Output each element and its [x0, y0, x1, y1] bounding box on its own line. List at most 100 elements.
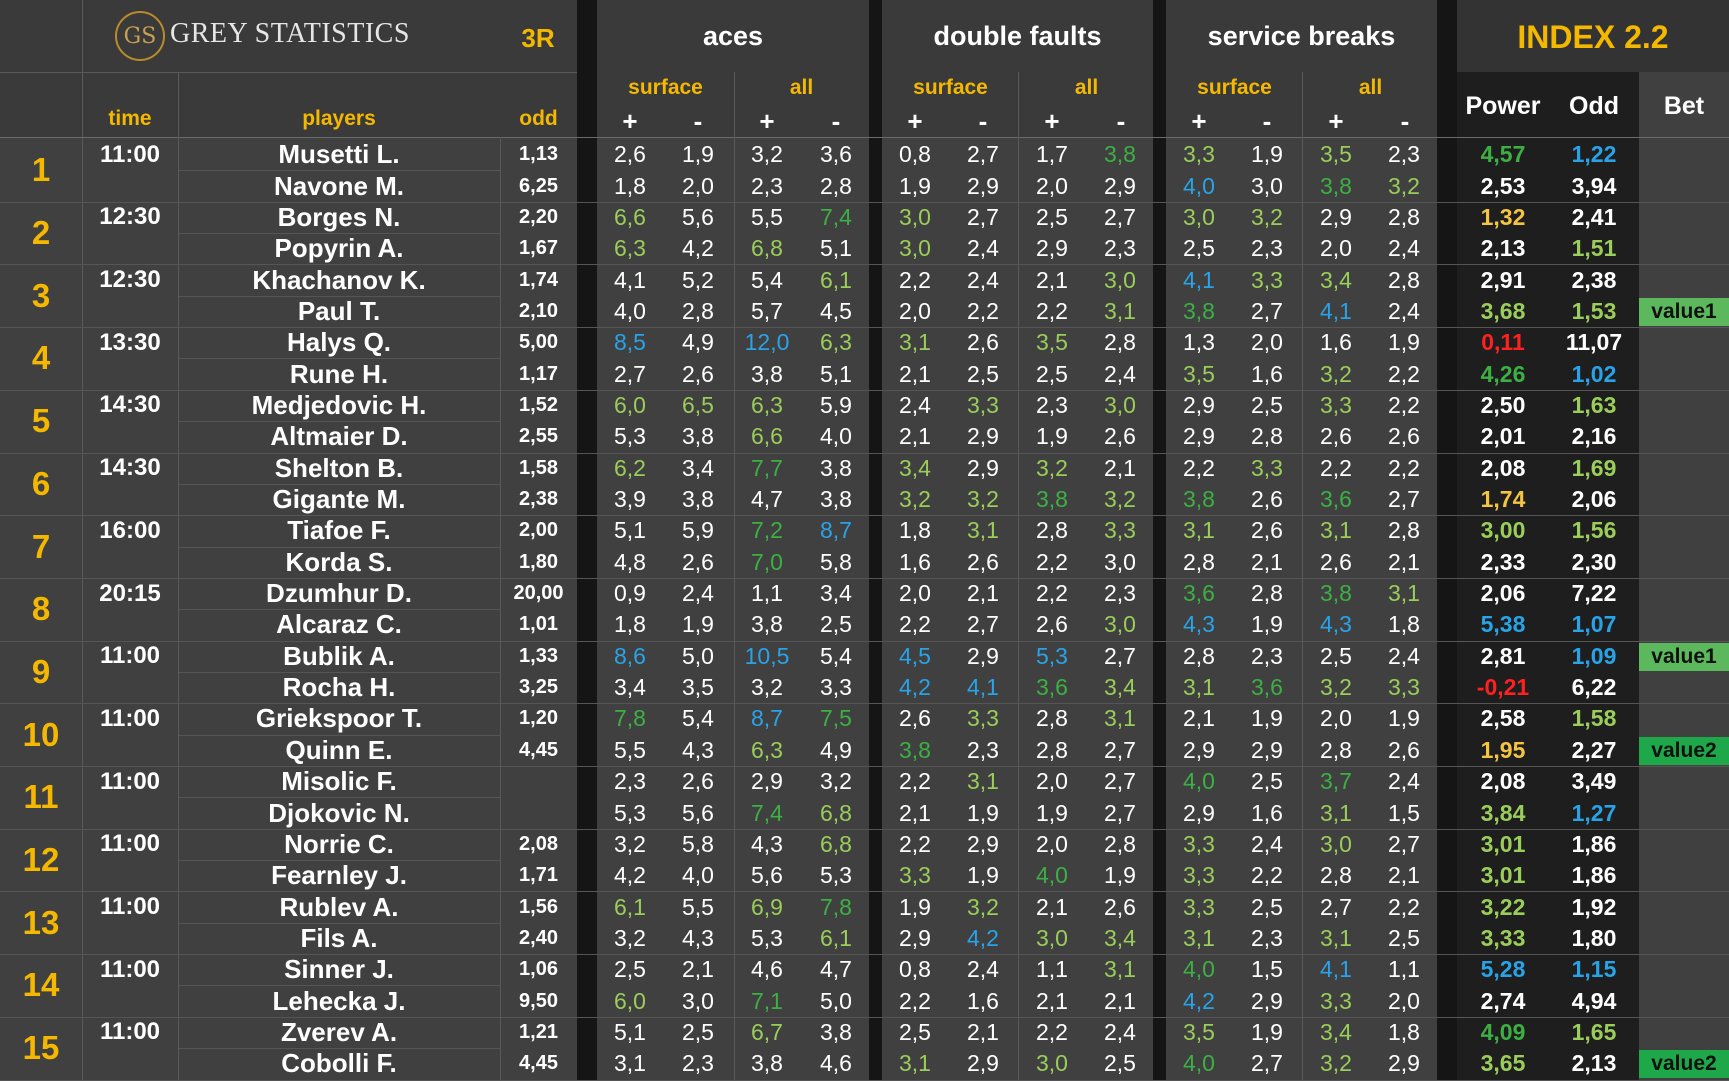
sb-stat-value: 3,4 — [1320, 1018, 1352, 1045]
df-stat-value: 2,9 — [967, 642, 999, 669]
index-title-bg — [1457, 0, 1729, 72]
df-stat-value: 2,4 — [967, 956, 999, 983]
player-name: Alcaraz C. — [276, 609, 402, 640]
sb-stat-value: 2,6 — [1388, 423, 1420, 450]
player-odd: 2,00 — [519, 519, 558, 542]
aces-stat-value: 8,7 — [820, 517, 852, 544]
player-odd: 1,33 — [519, 644, 558, 667]
sb-stat-value: 1,9 — [1251, 611, 1283, 638]
match-number: 3 — [31, 276, 51, 314]
aces-stat-value: 3,3 — [820, 674, 852, 701]
df-stat-value: 1,8 — [899, 517, 931, 544]
aces-stat-value: 4,8 — [614, 548, 646, 575]
sb-stat-value: 2,7 — [1388, 830, 1420, 857]
power-panel — [1457, 72, 1549, 1080]
df-stat-value: 2,2 — [899, 611, 931, 638]
sb-stat-value: 2,2 — [1388, 391, 1420, 418]
index-odd-value: 2,38 — [1571, 266, 1617, 293]
sb-stat-value: 3,5 — [1320, 141, 1352, 168]
aces-stat-value: 5,3 — [614, 423, 646, 450]
match-time: 12:30 — [99, 266, 161, 294]
df-stat-value: 2,6 — [899, 705, 931, 732]
player-name: Navone M. — [273, 170, 405, 201]
df-stat-value: 2,7 — [967, 203, 999, 230]
col-players-header: players — [302, 107, 376, 130]
aces-stat-value: 2,7 — [614, 360, 646, 387]
player-name: Djokovic N. — [268, 797, 410, 828]
match-time: 13:30 — [99, 328, 161, 356]
player-odd: 6,25 — [519, 174, 558, 197]
df-stat-value: 2,8 — [1036, 517, 1068, 544]
player-name: Cobolli F. — [281, 1048, 397, 1079]
sb-stat-value: 2,7 — [1388, 486, 1420, 513]
sb-stat-value: 2,8 — [1251, 580, 1283, 607]
player-name: Quinn E. — [285, 734, 393, 765]
sb-stat-value: 2,5 — [1183, 235, 1215, 262]
sb-stat-value: 2,4 — [1388, 297, 1420, 324]
match-divider — [0, 264, 1729, 266]
match-divider — [0, 201, 1729, 203]
df-panel — [882, 137, 1153, 1080]
df-stat-value: 2,2 — [1036, 297, 1068, 324]
aces-stat-value: 4,0 — [614, 297, 646, 324]
sb-stat-value: 3,2 — [1388, 172, 1420, 199]
df-stat-value: 2,2 — [1036, 548, 1068, 575]
gutter — [869, 0, 882, 1080]
player-name: Popyrin A. — [274, 233, 404, 264]
sb-stat-value: 2,8 — [1388, 203, 1420, 230]
power-value: 3,68 — [1480, 297, 1526, 324]
player-odd: 1,71 — [519, 864, 558, 887]
player-odd: 2,55 — [519, 425, 558, 448]
power-value: 2,06 — [1480, 580, 1526, 607]
sb-stat-value: 2,8 — [1251, 423, 1283, 450]
df-stat-value: 3,0 — [899, 235, 931, 262]
col-time-header: time — [108, 107, 152, 130]
player-name: Dzumhur D. — [266, 578, 412, 609]
player-name: Zverev A. — [280, 1016, 398, 1047]
df-stat-value: 2,9 — [967, 172, 999, 199]
sb-stat-value: 2,2 — [1388, 360, 1420, 387]
power-value: 2,01 — [1480, 423, 1526, 450]
sb-stat-value: 2,1 — [1388, 862, 1420, 889]
sb-stat-value: 2,5 — [1251, 893, 1283, 920]
sb-stat-value: 3,1 — [1183, 674, 1215, 701]
match-time: 11:00 — [99, 955, 161, 983]
sb-stat-value: 2,7 — [1251, 1050, 1283, 1077]
sb-stat-value: 2,3 — [1388, 141, 1420, 168]
sb-stat-value: 4,0 — [1183, 768, 1215, 795]
index-odd-value: 2,06 — [1571, 486, 1617, 513]
player-odd — [500, 797, 577, 828]
player-divider — [178, 734, 500, 736]
player-odd: 2,10 — [519, 299, 558, 322]
aces-stat-value: 12,0 — [744, 329, 790, 356]
player-divider — [178, 233, 500, 235]
aces-stat-value: 6,9 — [751, 893, 783, 920]
player-odd: 1,56 — [519, 895, 558, 918]
aces-stat-value: 4,9 — [682, 329, 714, 356]
player-odd: 2,40 — [519, 926, 558, 949]
sb-stat-value: 3,3 — [1183, 141, 1215, 168]
aces-stat-value: 3,4 — [820, 580, 852, 607]
sb-stat-value: 1,9 — [1388, 329, 1420, 356]
power-value: 1,32 — [1480, 203, 1526, 230]
sb-stat-value: 2,5 — [1320, 642, 1352, 669]
df-stat-value: 1,9 — [899, 893, 931, 920]
sb-stat-value: 3,0 — [1320, 830, 1352, 857]
player-divider — [178, 170, 500, 172]
sb-stat-value: 3,3 — [1183, 893, 1215, 920]
sb-stat-value: 2,0 — [1388, 987, 1420, 1014]
col-sep — [82, 0, 83, 1080]
aces-stat-value: 2,9 — [751, 768, 783, 795]
sb-plus-header: + — [1328, 105, 1344, 136]
aces-stat-value: 3,8 — [820, 486, 852, 513]
bet-badge: value2 — [1639, 1050, 1729, 1079]
aces-stat-value: 3,0 — [682, 987, 714, 1014]
df-stat-value: 4,1 — [967, 674, 999, 701]
sb-stat-value: 1,6 — [1320, 329, 1352, 356]
aces-stat-value: 10,5 — [744, 642, 790, 669]
sb-stat-value: 3,3 — [1251, 454, 1283, 481]
player-divider — [178, 609, 500, 611]
df-stat-value: 2,6 — [1104, 893, 1136, 920]
player-name: Paul T. — [297, 295, 381, 326]
df-stat-value: 3,0 — [1104, 611, 1136, 638]
